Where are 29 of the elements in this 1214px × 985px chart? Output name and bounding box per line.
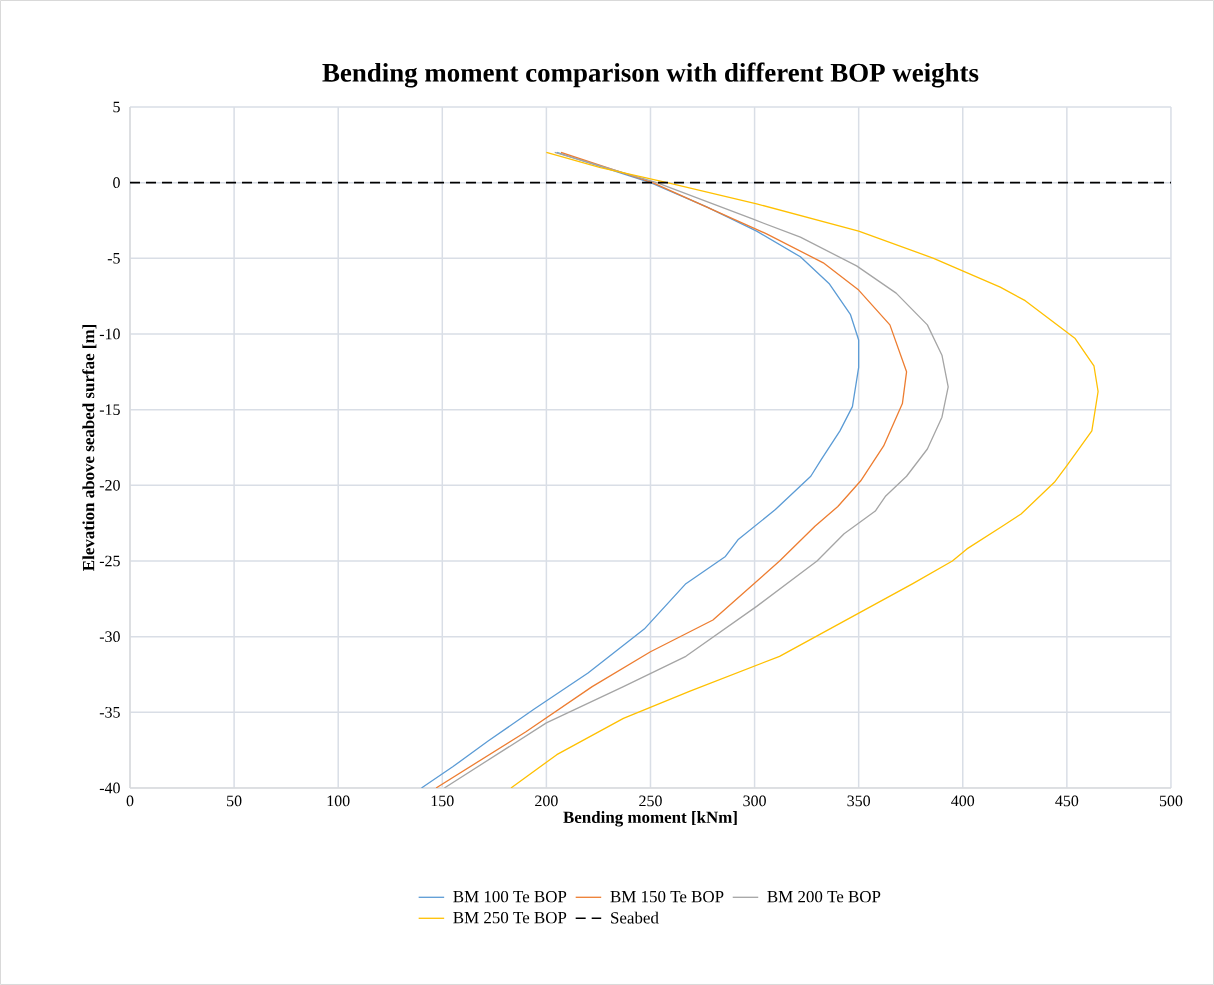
- x-tick-label: 50: [227, 795, 242, 807]
- legend-label: BM 100 Te BOP: [453, 890, 567, 903]
- legend-label: BM 200 Te BOP: [767, 890, 881, 903]
- y-tick-label: 5: [113, 101, 120, 113]
- y-tick-label: -30: [99, 631, 120, 643]
- y-tick-label: -35: [99, 706, 120, 718]
- x-tick-label: 450: [1055, 795, 1079, 807]
- x-tick-label: 0: [126, 795, 134, 807]
- x-tick-label: 100: [327, 795, 350, 807]
- x-tick-label: 200: [535, 795, 558, 807]
- y-tick-label: 0: [113, 177, 120, 189]
- y-axis-title: Elevation above seabed surfae [m]: [82, 325, 97, 571]
- y-tick-label: -5: [107, 253, 120, 264]
- y-tick-label: -15: [99, 404, 120, 415]
- x-tick-label: 150: [431, 795, 454, 807]
- y-tick-label: -10: [99, 328, 120, 340]
- legend-label: Seabed: [611, 911, 659, 924]
- x-tick-label: 250: [639, 795, 662, 807]
- y-tick-label: -25: [99, 555, 120, 567]
- y-tick-label: -20: [99, 479, 120, 491]
- legend-label: BM 250 Te BOP: [453, 911, 567, 924]
- chart-title: Bending moment comparison with different BOP weights: [322, 62, 979, 88]
- legend-label: BM 150 Te BOP: [610, 890, 724, 903]
- x-tick-label: 400: [951, 795, 975, 807]
- y-tick-label: -40: [99, 782, 120, 794]
- x-tick-label: 500: [1159, 795, 1183, 807]
- x-axis-title: Bending moment [kNm]: [563, 811, 737, 827]
- x-tick-label: 300: [743, 795, 766, 807]
- x-tick-label: 350: [847, 795, 871, 807]
